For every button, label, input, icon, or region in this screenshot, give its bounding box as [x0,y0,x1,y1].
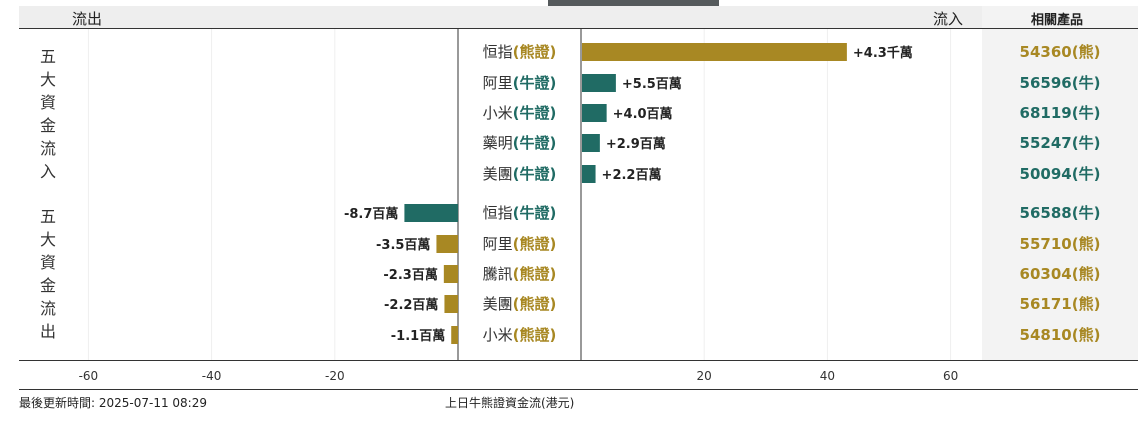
underlying-name: 阿里 [483,235,513,253]
x-tick-label: 60 [943,369,958,383]
flow-bar[interactable] [582,104,607,122]
warrant-kind: (牛證) [513,74,557,92]
bar-value-label: -8.7百萬 [344,206,398,222]
bar-value-label: -1.1百萬 [391,328,445,344]
inflow-group-label: 五大資金流入 [37,48,56,186]
warrant-kind: (熊證) [513,295,557,313]
warrant-kind: (牛證) [513,134,557,152]
bar-value-label: +4.3千萬 [853,45,913,61]
flow-bar[interactable] [582,165,596,183]
underlying-name: 藥明 [483,134,513,152]
x-tick-label: -40 [202,369,222,383]
product-column-background [982,6,1138,360]
underlying-name-label: 恒指(牛證) [483,204,557,222]
related-product-link[interactable]: 54360(熊) [1020,43,1101,61]
underlying-name-label: 阿里(熊證) [483,235,557,253]
outflow-header-label: 流出 [72,10,103,28]
header-bar [19,6,1138,28]
related-product-link[interactable]: 56171(熊) [1020,295,1101,313]
bar-value-label: -2.3百萬 [383,267,437,283]
flow-bar[interactable] [451,326,458,344]
warrant-kind: (熊證) [513,43,557,61]
underlying-name-label: 藥明(牛證) [483,134,557,152]
footer-divider [19,389,1138,390]
bar-value-label: -3.5百萬 [376,237,430,253]
underlying-name-label: 小米(熊證) [483,326,557,344]
flow-bar[interactable] [582,43,847,61]
underlying-name-label: 騰訊(熊證) [483,265,557,283]
bar-value-label: +2.9百萬 [606,136,666,152]
related-product-link[interactable]: 56588(牛) [1020,204,1101,222]
related-product-link[interactable]: 60304(熊) [1020,265,1101,283]
underlying-name: 小米 [483,326,513,344]
flow-bar[interactable] [436,235,458,253]
related-product-link[interactable]: 68119(牛) [1020,104,1101,122]
last-updated-text: 最後更新時間: 2025-07-11 08:29 [19,396,207,410]
flow-bar[interactable] [404,204,458,222]
warrant-kind: (熊證) [513,235,557,253]
top-tab-indicator [548,0,719,6]
x-tick-label: 20 [697,369,712,383]
x-tick-label: -60 [79,369,99,383]
warrant-kind: (熊證) [513,326,557,344]
flow-bar[interactable] [582,74,616,92]
product-column-header: 相關產品 [1031,13,1084,28]
x-tick-label: 40 [820,369,835,383]
bar-value-label: -2.2百萬 [384,297,438,313]
underlying-name-label: 小米(牛證) [483,104,557,122]
flow-bar[interactable] [582,134,600,152]
underlying-name: 騰訊 [483,265,513,283]
warrant-kind: (熊證) [513,265,557,283]
inflow-header-label: 流入 [933,10,964,28]
x-tick-label: -20 [325,369,345,383]
related-product-link[interactable]: 50094(牛) [1020,165,1101,183]
underlying-name: 阿里 [483,74,513,92]
underlying-name-label: 美團(熊證) [483,295,557,313]
underlying-name-label: 阿里(牛證) [483,74,557,92]
related-product-link[interactable]: 55247(牛) [1020,134,1101,152]
warrant-kind: (牛證) [513,204,557,222]
flow-bar[interactable] [444,295,458,313]
bar-value-label: +2.2百萬 [602,167,662,183]
related-product-link[interactable]: 54810(熊) [1020,326,1101,344]
underlying-name: 小米 [483,104,513,122]
underlying-name-label: 恒指(熊證) [483,43,557,61]
chart-caption: 上日牛熊證資金流(港元) [445,396,575,410]
axis-baseline [19,360,1138,361]
bar-value-label: +5.5百萬 [622,76,682,92]
header-divider [19,28,1138,29]
underlying-name: 美團 [483,165,513,183]
warrant-kind: (牛證) [513,165,557,183]
underlying-name-label: 美團(牛證) [483,165,557,183]
underlying-name: 美團 [483,295,513,313]
warrant-kind: (牛證) [513,104,557,122]
underlying-name: 恒指 [483,43,513,61]
outflow-group-label: 五大資金流出 [37,208,56,346]
related-product-link[interactable]: 56596(牛) [1020,74,1101,92]
underlying-name: 恒指 [483,204,513,222]
related-product-link[interactable]: 55710(熊) [1020,235,1101,253]
bar-value-label: +4.0百萬 [613,106,673,122]
flow-bar[interactable] [443,265,458,283]
